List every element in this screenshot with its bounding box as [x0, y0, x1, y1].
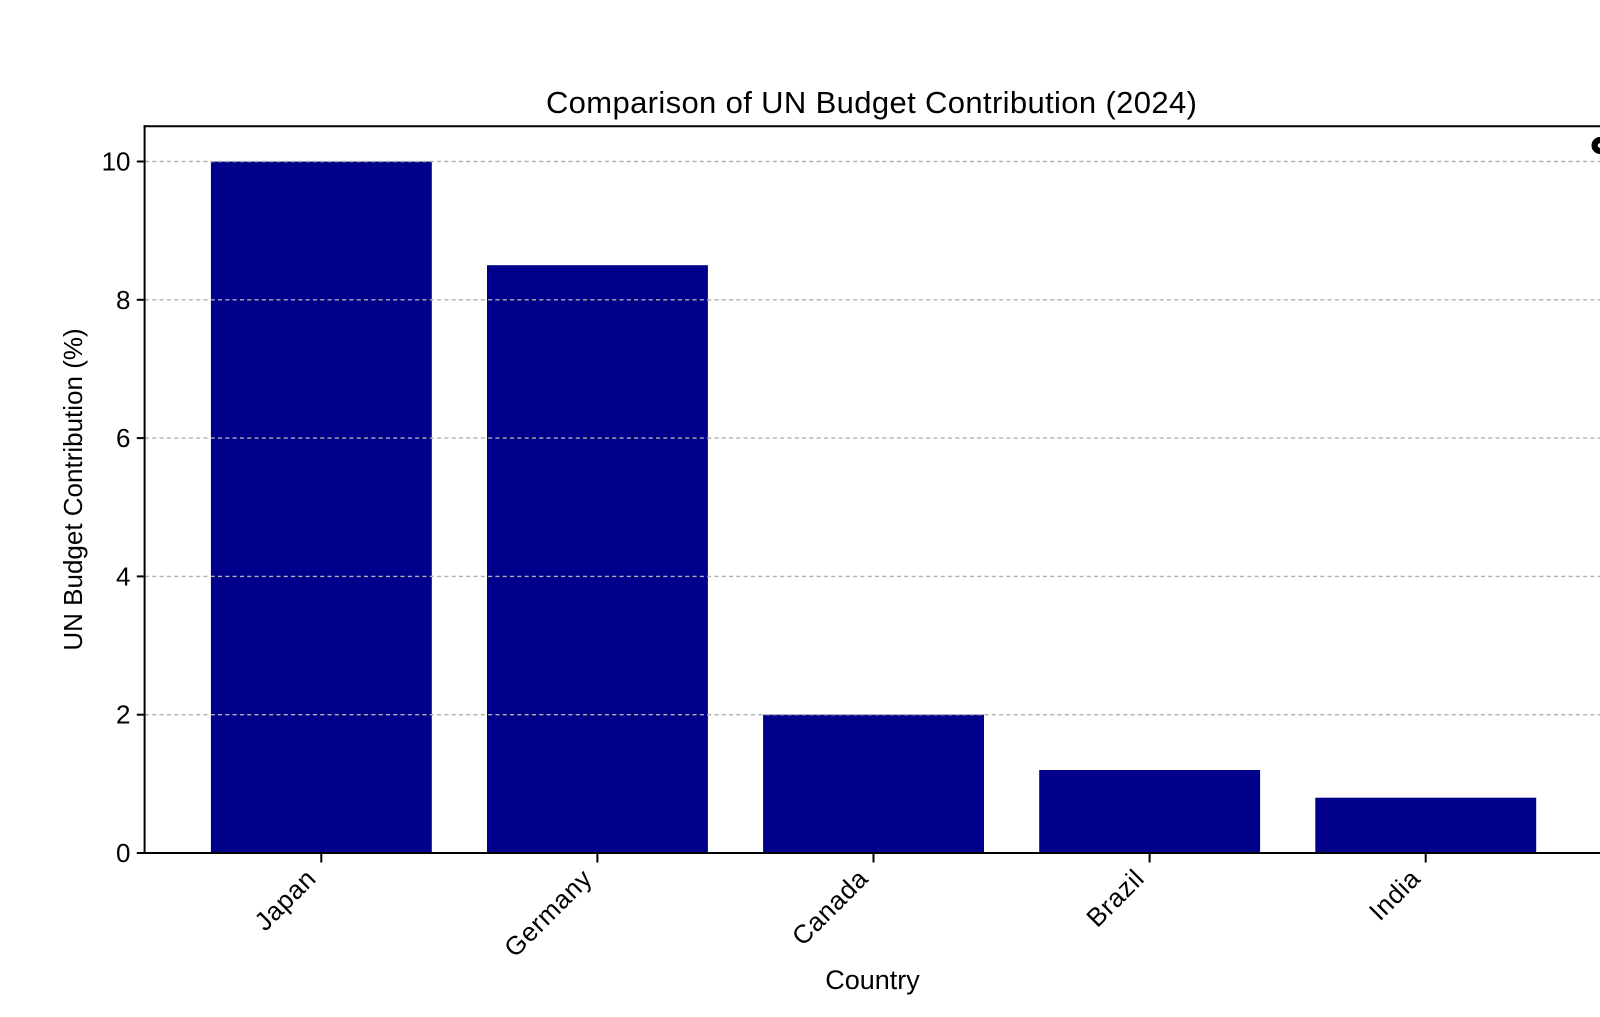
svg-text:2: 2 [116, 700, 130, 730]
svg-text:Comparison of UN Budget Contri: Comparison of UN Budget Contribution (20… [546, 85, 1197, 120]
svg-text:4: 4 [116, 561, 130, 591]
svg-text:6: 6 [116, 423, 130, 453]
svg-text:10: 10 [102, 147, 131, 177]
svg-text:UN Budget Contribution (%): UN Budget Contribution (%) [58, 328, 88, 650]
svg-text:8: 8 [116, 285, 130, 315]
svg-text:Country: Country [825, 965, 920, 995]
svg-text:0: 0 [116, 838, 130, 868]
